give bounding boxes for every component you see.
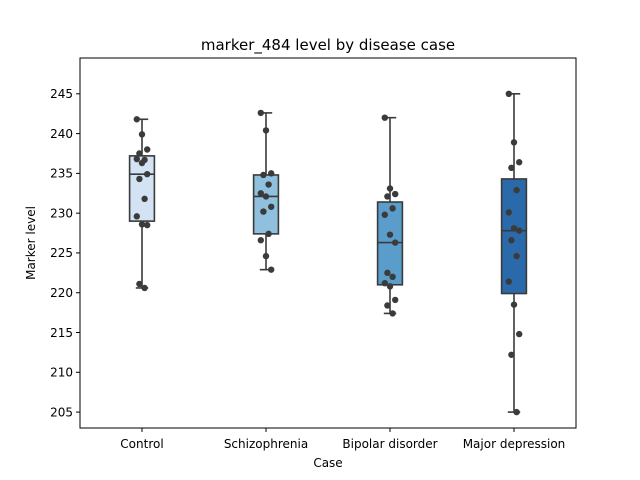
data-point bbox=[138, 221, 146, 228]
box-major-depression bbox=[500, 93, 528, 413]
data-point bbox=[510, 301, 518, 308]
data-point bbox=[268, 266, 275, 273]
y-axis-label: Marker level bbox=[24, 206, 38, 280]
y-tick-label: 205 bbox=[50, 405, 73, 419]
data-point bbox=[508, 164, 515, 172]
data-point bbox=[505, 278, 512, 285]
data-point bbox=[516, 330, 523, 338]
points-layer bbox=[133, 90, 523, 416]
data-point bbox=[144, 146, 151, 153]
data-point bbox=[136, 280, 143, 288]
data-point bbox=[265, 181, 272, 188]
data-point bbox=[133, 213, 140, 220]
y-tick-label: 245 bbox=[50, 87, 73, 101]
box-control bbox=[128, 118, 156, 289]
chart-title: marker_484 level by disease case bbox=[201, 36, 455, 55]
data-point bbox=[262, 127, 270, 134]
x-axis-label: Case bbox=[313, 456, 342, 470]
x-axis: Control Schizophrenia Bipolar disorder Majo… bbox=[120, 428, 565, 451]
data-point bbox=[389, 273, 396, 281]
data-point bbox=[136, 175, 143, 183]
data-point bbox=[384, 193, 391, 200]
data-point bbox=[386, 185, 394, 192]
data-point bbox=[133, 155, 140, 163]
x-tick-label: Bipolar disorder bbox=[342, 437, 437, 451]
data-point bbox=[260, 171, 267, 179]
data-point bbox=[510, 139, 518, 146]
data-point bbox=[268, 170, 275, 177]
box-body bbox=[500, 178, 528, 295]
data-point bbox=[262, 252, 270, 260]
data-point bbox=[265, 230, 272, 238]
y-tick-label: 235 bbox=[50, 167, 73, 181]
data-point bbox=[510, 225, 518, 232]
data-point bbox=[381, 279, 388, 287]
y-tick-label: 215 bbox=[50, 326, 73, 340]
y-tick-label: 240 bbox=[50, 127, 73, 141]
data-point bbox=[386, 283, 394, 290]
data-point bbox=[392, 190, 399, 198]
data-point bbox=[389, 310, 396, 317]
data-point bbox=[505, 90, 512, 98]
data-point bbox=[505, 209, 512, 216]
plot-area bbox=[79, 57, 577, 429]
data-point bbox=[513, 252, 520, 260]
y-tick-label: 225 bbox=[50, 246, 73, 260]
data-point bbox=[257, 109, 264, 117]
data-point bbox=[141, 195, 148, 203]
y-tick-label: 210 bbox=[50, 366, 73, 380]
boxes-layer bbox=[128, 93, 528, 413]
plot-frame bbox=[79, 57, 577, 429]
data-point bbox=[508, 237, 515, 244]
data-point bbox=[141, 284, 148, 292]
data-point bbox=[138, 131, 146, 138]
data-point bbox=[262, 193, 270, 200]
data-point bbox=[381, 211, 388, 218]
y-tick-label: 220 bbox=[50, 286, 73, 300]
data-point bbox=[257, 190, 264, 197]
data-point bbox=[392, 239, 399, 246]
x-tick-label: Control bbox=[120, 437, 163, 451]
y-tick-label: 230 bbox=[50, 206, 73, 220]
box-body bbox=[128, 155, 156, 222]
x-tick-label: Schizophrenia bbox=[224, 437, 308, 451]
data-point bbox=[513, 186, 520, 194]
data-point bbox=[138, 159, 146, 167]
data-point bbox=[257, 237, 264, 244]
data-point bbox=[389, 205, 396, 212]
data-point bbox=[133, 116, 140, 123]
data-point bbox=[516, 159, 523, 166]
data-point bbox=[144, 221, 151, 229]
data-point bbox=[508, 351, 515, 358]
data-point bbox=[384, 302, 391, 309]
data-point bbox=[384, 269, 391, 277]
data-point bbox=[381, 114, 388, 121]
data-point bbox=[260, 208, 267, 215]
box-bipolar-disorder bbox=[376, 116, 404, 315]
data-point bbox=[392, 296, 399, 304]
data-point bbox=[516, 227, 523, 234]
x-tick-label: Major depression bbox=[463, 437, 566, 451]
data-point bbox=[386, 231, 394, 238]
data-point bbox=[136, 150, 143, 157]
y-axis: 205 210 215 220 225 230 235 240 245 bbox=[50, 87, 80, 419]
data-point bbox=[144, 170, 151, 178]
data-point bbox=[268, 203, 275, 210]
data-point bbox=[513, 408, 520, 416]
